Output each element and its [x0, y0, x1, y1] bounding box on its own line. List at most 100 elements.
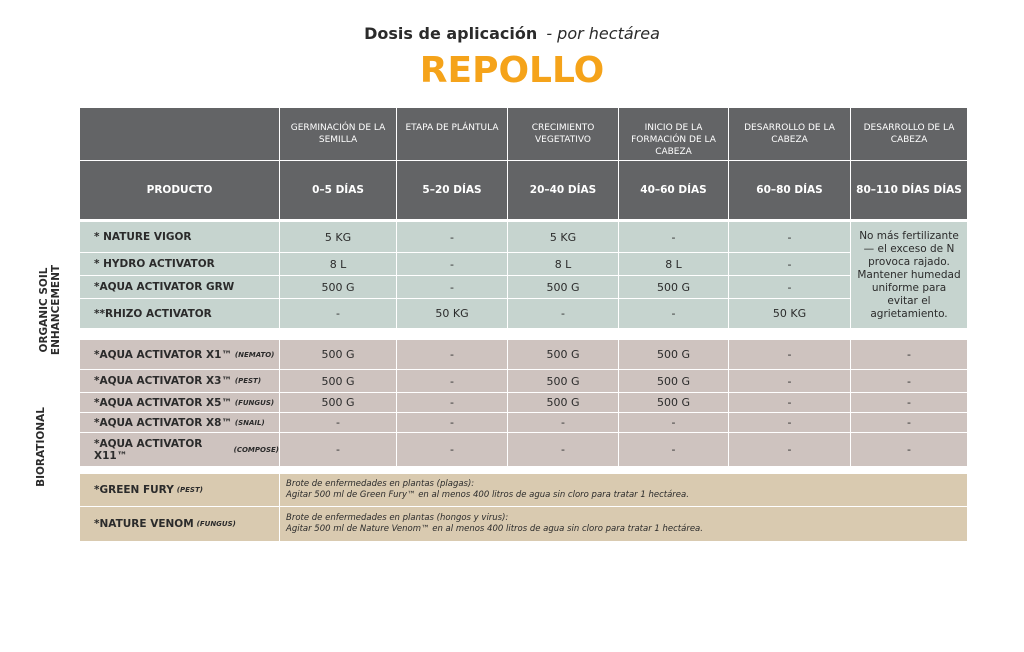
product-name: *NATURE VENOM [94, 518, 194, 530]
product-cell: *AQUA ACTIVATOR X11™ (COMPOSE) [80, 433, 280, 467]
header-blank [80, 108, 280, 161]
product-tag: (FUNGUS) [234, 398, 275, 407]
product-header: PRODUCTO [80, 161, 280, 220]
dose-cell: 500 G [508, 370, 619, 393]
product-cell: *AQUA ACTIVATOR X1™ (NEMATO) [80, 340, 280, 370]
dose-cell: - [729, 393, 851, 413]
dose-cell: 5 KG [508, 222, 619, 253]
stage-header: DESARROLLO DE LA CABEZA [851, 108, 968, 161]
title-line: Dosis de aplicación - por hectárea [0, 24, 1024, 43]
product-name: * NATURE VIGOR [94, 231, 192, 243]
product-name: *AQUA ACTIVATOR X1™ [94, 348, 232, 361]
product-cell: * HYDRO ACTIVATOR [80, 253, 280, 276]
dose-cell: - [280, 299, 397, 329]
instruction-cell: Brote de enfermedades en plantas (plagas… [280, 474, 968, 507]
period-header: 0–5 DÍAS [280, 161, 397, 220]
period-header: 80–110 DÍAS DÍAS [851, 161, 968, 220]
product-name: *AQUA ACTIVATOR X5™ [94, 396, 232, 409]
note-cell: No más fertilizante — el exceso de N pro… [851, 222, 968, 329]
dose-cell: 500 G [280, 340, 397, 370]
instruction-line: Agitar 500 ml de Green Fury™ en al menos… [286, 490, 689, 500]
product-cell: *AQUA ACTIVATOR X5™ (FUNGUS) [80, 393, 280, 413]
instruction-cell: Brote de enfermedades en plantas (hongos… [280, 507, 968, 542]
dose-cell: 8 L [508, 253, 619, 276]
dose-cell: - [729, 433, 851, 467]
instruction-line: Agitar 500 ml de Nature Venom™ en al men… [286, 524, 703, 534]
stage-header: INICIO DE LA FORMACIÓN DE LA CABEZA [619, 108, 729, 161]
dose-cell: - [508, 413, 619, 433]
dose-cell: 500 G [508, 340, 619, 370]
dose-cell: - [851, 340, 968, 370]
product-name: *AQUA ACTIVATOR GRW [94, 281, 235, 293]
dose-cell: 50 KG [397, 299, 508, 329]
product-tag: (COMPOSE) [233, 445, 279, 454]
dose-cell: 500 G [619, 370, 729, 393]
product-cell: *NATURE VENOM (FUNGUS) [80, 507, 280, 542]
crop-title: REPOLLO [419, 50, 605, 91]
period-header: 40–60 DÍAS [619, 161, 729, 220]
stage-header: ETAPA DE PLÁNTULA [397, 108, 508, 161]
period-header: 20–40 DÍAS [508, 161, 619, 220]
dose-cell: 50 KG [729, 299, 851, 329]
product-cell: **RHIZO ACTIVATOR [80, 299, 280, 329]
dose-cell: - [619, 299, 729, 329]
dose-cell: - [397, 393, 508, 413]
product-cell: *AQUA ACTIVATOR GRW [80, 276, 280, 299]
dose-cell: - [397, 253, 508, 276]
dose-cell: - [851, 413, 968, 433]
dose-cell: - [729, 222, 851, 253]
period-header: 60–80 DÍAS [729, 161, 851, 220]
dose-cell: - [397, 413, 508, 433]
product-tag: (NEMATO) [234, 350, 275, 359]
subtitle: - por hectárea [546, 24, 660, 43]
dose-cell: - [397, 433, 508, 467]
product-tag: (SNAIL) [234, 418, 265, 427]
dose-cell: 500 G [280, 276, 397, 299]
product-cell: *AQUA ACTIVATOR X8™ (SNAIL) [80, 413, 280, 433]
dose-cell: - [508, 433, 619, 467]
stage-header: GERMINACIÓN DE LA SEMILLA [280, 108, 397, 161]
dose-cell: - [397, 222, 508, 253]
product-name: **RHIZO ACTIVATOR [94, 307, 212, 320]
dose-cell: 500 G [619, 340, 729, 370]
product-name: *AQUA ACTIVATOR X3™ [94, 375, 232, 387]
stage-header: DESARROLLO DE LA CABEZA [729, 108, 851, 161]
title: Dosis de aplicación [364, 24, 538, 43]
dose-cell: - [729, 276, 851, 299]
dose-cell: 5 KG [280, 222, 397, 253]
product-cell: *AQUA ACTIVATOR X3™ (PEST) [80, 370, 280, 393]
dose-cell: 500 G [619, 276, 729, 299]
product-cell: *GREEN FURY (PEST) [80, 474, 280, 507]
product-tag: (PEST) [176, 486, 203, 494]
stage-header: CRECIMIENTO VEGETATIVO [508, 108, 619, 161]
instruction-line: Brote de enfermedades en plantas (hongos… [286, 513, 509, 523]
dose-cell: - [280, 413, 397, 433]
dose-cell: - [619, 433, 729, 467]
dose-cell: 500 G [280, 393, 397, 413]
dose-cell: - [729, 370, 851, 393]
dose-cell: 500 G [280, 370, 397, 393]
dose-cell: 500 G [508, 276, 619, 299]
dose-cell: - [508, 299, 619, 329]
product-name: *GREEN FURY [94, 484, 174, 496]
dose-cell: - [397, 276, 508, 299]
group-label: BIORATIONAL [35, 407, 47, 487]
dose-cell: - [851, 393, 968, 413]
dose-cell: - [729, 413, 851, 433]
product-name: * HYDRO ACTIVATOR [94, 258, 215, 270]
dose-cell: 500 G [619, 393, 729, 413]
dose-cell: - [619, 222, 729, 253]
period-header: 5–20 DÍAS [397, 161, 508, 220]
product-tag: (PEST) [234, 377, 262, 385]
dose-cell: - [280, 433, 397, 467]
group-label: ORGANIC SOIL ENHANCEMENT [38, 264, 62, 356]
product-tag: (FUNGUS) [196, 520, 236, 528]
dose-cell: - [729, 253, 851, 276]
dose-cell: - [397, 340, 508, 370]
dose-cell: - [851, 433, 968, 467]
dose-cell: 500 G [508, 393, 619, 413]
dose-cell: - [851, 370, 968, 393]
dose-cell: 8 L [619, 253, 729, 276]
